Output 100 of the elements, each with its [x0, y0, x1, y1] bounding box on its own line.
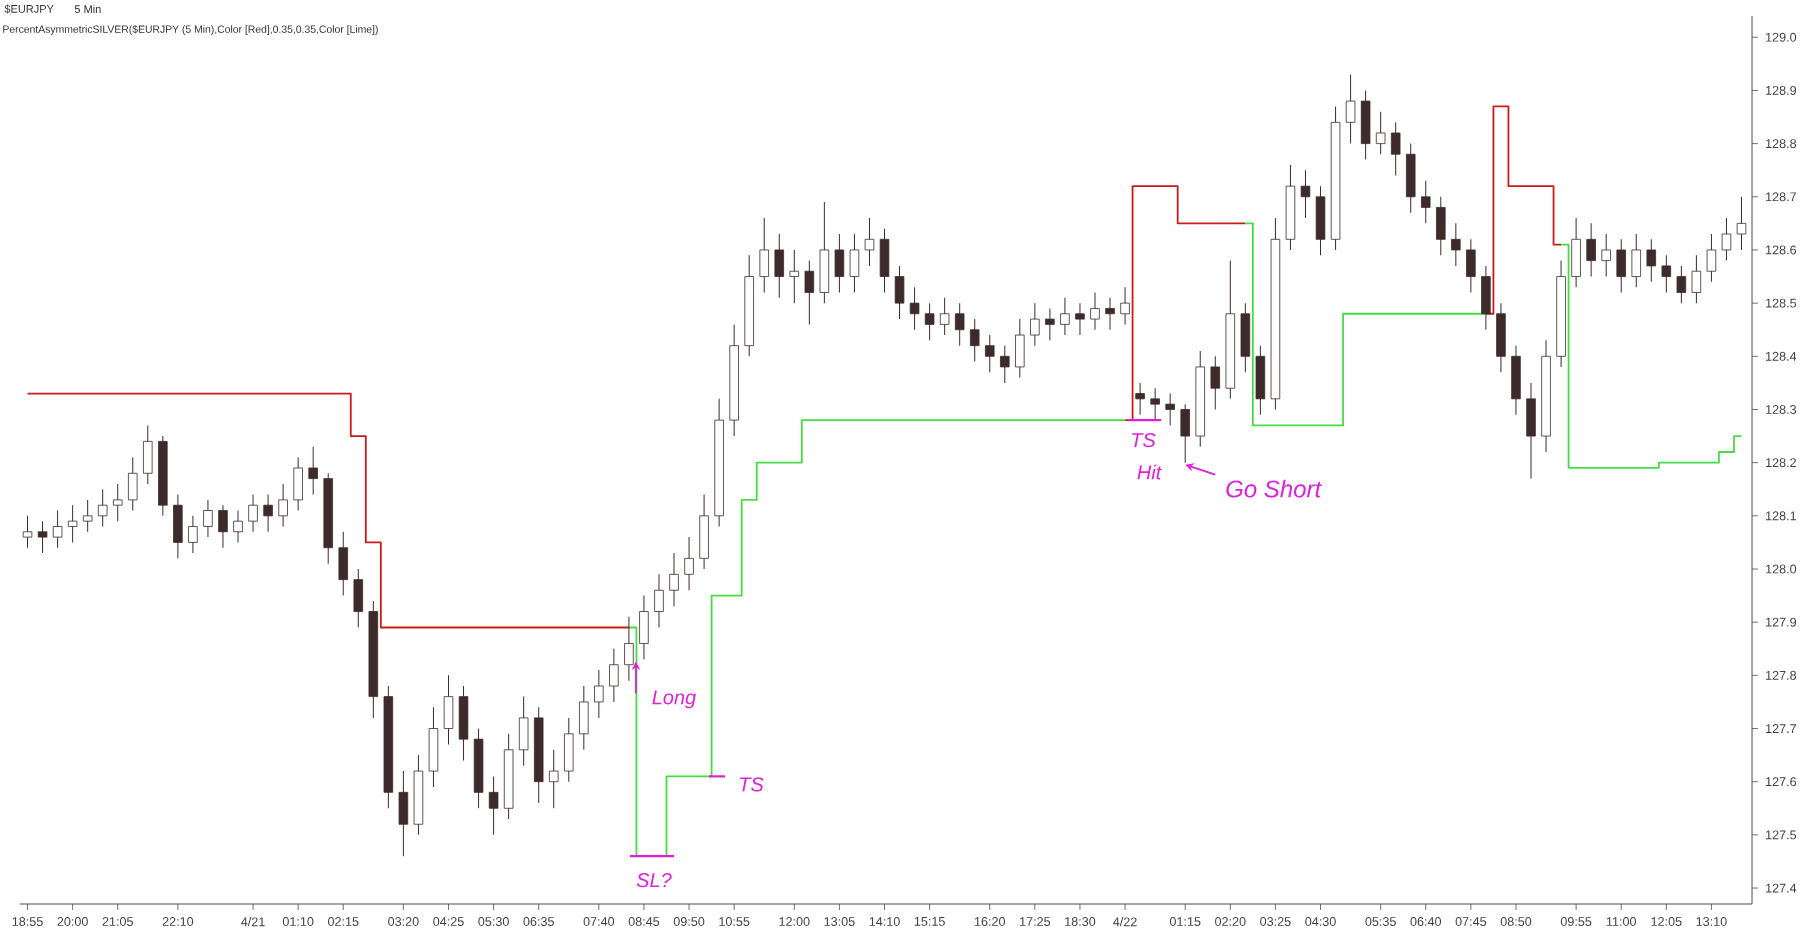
candlestick — [1045, 307, 1055, 341]
candlestick — [22, 515, 33, 549]
annotation: Long — [652, 690, 697, 709]
candlestick — [1255, 345, 1266, 416]
candlestick — [37, 520, 48, 554]
candlestick — [894, 265, 905, 320]
candlestick — [353, 568, 364, 628]
candlestick — [398, 770, 409, 857]
candlestick — [1405, 143, 1416, 214]
candlestick — [654, 573, 664, 628]
candlestick — [1661, 254, 1672, 293]
candlestick — [1691, 254, 1702, 304]
candlestick — [1375, 111, 1386, 155]
candlestick — [699, 494, 709, 570]
candlestick — [518, 696, 529, 767]
candlestick — [278, 483, 288, 527]
candlestick — [203, 499, 213, 538]
candlestick — [1105, 297, 1115, 331]
candlestick — [233, 510, 243, 543]
candlestick — [1421, 180, 1431, 224]
candlestick — [293, 456, 303, 512]
candlestick — [1511, 345, 1521, 416]
candlestick — [969, 318, 980, 363]
candlestick — [1240, 302, 1251, 373]
candlestick — [1300, 169, 1311, 219]
candlestick — [1315, 185, 1326, 256]
candlestick — [849, 233, 860, 293]
candlestick — [669, 552, 679, 607]
candlestick — [188, 515, 198, 554]
candlestick — [1015, 318, 1025, 379]
candlestick — [67, 504, 78, 543]
candlestick — [218, 504, 228, 549]
candlestick — [308, 446, 318, 496]
candlestick — [939, 297, 950, 336]
candlestick — [1180, 403, 1190, 464]
candlestick — [1360, 89, 1371, 161]
candlestick — [1436, 196, 1446, 256]
candlestick — [248, 494, 258, 533]
candlestick — [1571, 217, 1581, 288]
candlestick — [1481, 265, 1491, 331]
candlestick — [564, 717, 574, 783]
candlestick — [1631, 233, 1642, 288]
candlestick — [97, 488, 108, 527]
candlestick — [548, 749, 559, 809]
annotation: Go Short — [1226, 479, 1323, 498]
candlestick — [684, 536, 694, 591]
candlestick — [879, 228, 890, 293]
candlestick — [954, 302, 965, 347]
candlestick — [82, 499, 93, 533]
candlestick — [1150, 387, 1160, 421]
candlestick — [1736, 196, 1747, 251]
candlestick — [789, 249, 800, 304]
candlestick — [1451, 222, 1461, 267]
candlestick — [1120, 286, 1130, 325]
candlestick — [1210, 355, 1221, 410]
candlestick — [1030, 302, 1040, 347]
annotation: TS — [740, 777, 764, 792]
candlestick — [609, 648, 619, 703]
candlestick — [458, 685, 469, 761]
candlestick — [639, 595, 649, 660]
candlestick — [173, 494, 183, 559]
candlestick — [143, 424, 153, 485]
candlestick — [804, 260, 815, 325]
candlestick — [819, 201, 830, 304]
candlestick — [1706, 233, 1717, 283]
candlestick — [924, 302, 935, 341]
candlestick — [1601, 233, 1611, 278]
candlestick — [263, 494, 273, 533]
candlestick — [834, 233, 845, 293]
candlestick — [52, 510, 63, 549]
candlestick — [112, 483, 123, 522]
candlestick — [984, 334, 995, 373]
candlestick — [1090, 292, 1100, 331]
candlestick — [1586, 222, 1596, 278]
candlestick — [338, 531, 349, 597]
candlestick — [1616, 238, 1626, 293]
candlestick — [443, 674, 454, 745]
candlestick — [1496, 302, 1506, 373]
annotation: SL? — [636, 873, 672, 888]
candlestick — [774, 233, 785, 299]
candlestick — [594, 669, 604, 719]
candlestick — [1466, 238, 1476, 293]
candlestick — [759, 217, 769, 293]
candlestick — [909, 286, 920, 331]
candlestick — [1390, 121, 1401, 177]
candlestick — [428, 706, 439, 788]
annotation: TS — [1132, 433, 1156, 448]
candlestick — [1526, 382, 1536, 480]
annotation: Hit — [1137, 464, 1162, 480]
candlestick — [488, 775, 499, 836]
candlestick — [1721, 217, 1732, 262]
candlestick — [1000, 345, 1010, 384]
candlestick — [128, 456, 138, 512]
candlestick — [1075, 302, 1085, 336]
candlestick — [1135, 382, 1145, 416]
candlestick — [864, 217, 875, 267]
candlestick — [1646, 238, 1657, 283]
candlestick — [1165, 393, 1175, 426]
candlestick — [1345, 73, 1356, 145]
candlestick — [1676, 265, 1687, 304]
